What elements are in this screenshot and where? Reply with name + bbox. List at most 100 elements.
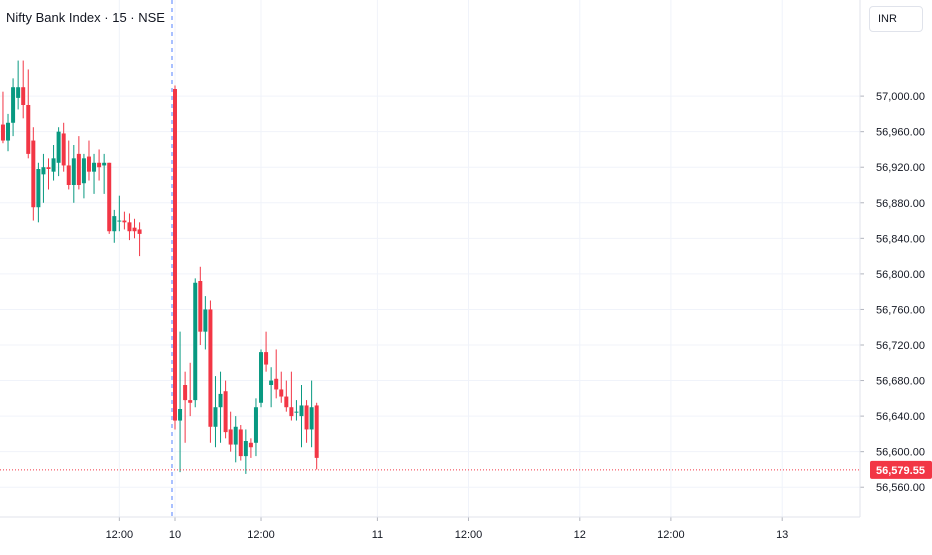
candle-body <box>233 426 238 445</box>
candle <box>51 145 56 181</box>
last-price-badge <box>870 460 932 479</box>
candle <box>36 162 41 223</box>
candle <box>132 218 137 239</box>
price-tick-label: 56,840.00 <box>876 233 925 245</box>
candle-body <box>26 105 31 154</box>
candle-body <box>107 162 112 232</box>
candle <box>31 127 36 221</box>
candle <box>264 331 269 372</box>
candle-body <box>314 405 319 458</box>
candle-body <box>279 389 284 397</box>
candle <box>112 209 117 243</box>
candle <box>243 429 248 474</box>
candle-body <box>208 309 213 427</box>
candle <box>238 425 243 461</box>
candle-body <box>97 162 102 168</box>
candle <box>198 266 203 345</box>
candle <box>66 140 71 190</box>
candle <box>61 122 66 172</box>
candle <box>0 91 5 144</box>
candle <box>107 162 112 234</box>
candle-body <box>86 156 91 172</box>
candle <box>183 371 188 443</box>
price-tick-label: 56,560.00 <box>876 482 925 494</box>
candle-body <box>223 391 228 433</box>
candle-body <box>284 396 289 408</box>
candle-body <box>6 122 11 141</box>
candle <box>203 296 208 350</box>
candle-body <box>16 87 21 98</box>
last-price-label: 56,579.55 <box>876 465 925 477</box>
candle-body <box>71 158 76 185</box>
candle-body <box>117 220 122 222</box>
candle <box>274 349 279 399</box>
time-tick-label: 11 <box>372 529 383 541</box>
time-tick-label: 12 <box>574 529 586 541</box>
candle <box>117 195 122 232</box>
price-tick-label: 56,920.00 <box>876 162 925 174</box>
candle-body <box>21 87 26 105</box>
candle-body <box>304 405 309 430</box>
candle <box>21 60 26 119</box>
candle <box>248 438 253 458</box>
candle <box>213 376 218 448</box>
price-tick-label: 56,720.00 <box>876 340 925 352</box>
candle-body <box>198 281 203 332</box>
candle-body <box>173 89 177 421</box>
candle <box>193 278 198 408</box>
chart-title: Nifty Bank Index · 15 · NSE <box>6 10 165 25</box>
candle <box>294 400 299 421</box>
candle <box>173 85 177 430</box>
candle <box>137 222 142 257</box>
price-tick-label: 56,960.00 <box>876 127 925 139</box>
candle <box>309 380 314 448</box>
candle-body <box>238 429 243 457</box>
candle-body <box>228 429 233 445</box>
candle-body <box>299 405 304 417</box>
price-tick-label: 56,760.00 <box>876 304 925 316</box>
candle-body <box>289 407 294 417</box>
candle <box>102 153 107 194</box>
candle-body <box>218 393 223 408</box>
candle-body <box>137 229 142 234</box>
candle-body <box>122 220 127 223</box>
candle-body <box>41 167 46 175</box>
candle <box>223 380 228 439</box>
last-price-layer: 56,579.55 <box>0 460 932 479</box>
price-axis[interactable]: 57,000.00 56,960.00 56,920.00 56,880.00 56,8… <box>859 0 925 517</box>
time-tick-label: 12:00 <box>247 529 275 541</box>
candle-body <box>264 352 269 365</box>
candle-body <box>61 133 66 166</box>
candle <box>92 153 97 194</box>
candle-body <box>183 385 188 401</box>
candle-body <box>92 162 97 172</box>
candle <box>314 402 319 470</box>
candle <box>289 371 294 421</box>
candle <box>122 211 127 230</box>
time-axis[interactable]: 12:00 10 12:00 11 12:00 12 12:00 13 <box>0 516 860 541</box>
price-tick-label: 56,640.00 <box>876 411 925 423</box>
candle-body <box>274 378 279 390</box>
candle <box>233 416 238 463</box>
candle-body <box>31 140 36 208</box>
candle <box>299 385 304 448</box>
candle-body <box>253 407 258 443</box>
candle <box>46 158 51 190</box>
candle-body <box>213 407 218 427</box>
time-tick-label: 12:00 <box>657 529 685 541</box>
candle-body <box>112 216 117 232</box>
currency-button[interactable]: INR <box>869 6 923 32</box>
candle <box>6 113 11 152</box>
candle-body <box>11 87 16 123</box>
candle-layer <box>0 60 319 474</box>
candle-body <box>51 158 56 172</box>
candle <box>76 136 81 190</box>
price-tick-label: 56,600.00 <box>876 447 925 459</box>
candle-body <box>178 409 183 421</box>
candle <box>26 69 31 159</box>
price-tick-label: 56,800.00 <box>876 269 925 281</box>
grid-layer <box>0 0 860 517</box>
candle-body <box>132 227 137 232</box>
